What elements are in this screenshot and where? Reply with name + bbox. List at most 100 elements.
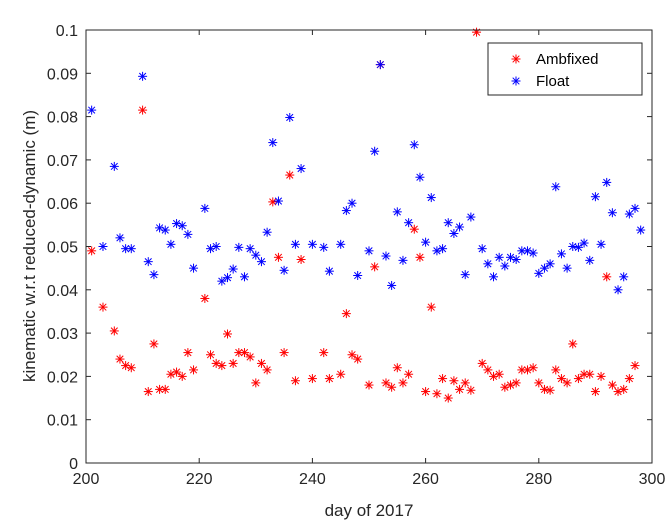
data-point-ambfixed xyxy=(98,302,108,312)
data-point-ambfixed xyxy=(319,348,329,358)
data-point-ambfixed xyxy=(279,348,289,358)
data-point-ambfixed xyxy=(115,354,125,364)
data-point-float xyxy=(415,172,425,182)
data-point-ambfixed xyxy=(602,272,612,282)
data-point-float xyxy=(126,244,136,254)
data-point-float xyxy=(307,239,317,249)
data-point-float xyxy=(296,164,306,174)
data-point-ambfixed xyxy=(285,170,295,180)
data-point-float xyxy=(381,251,391,261)
data-point-float xyxy=(636,225,646,235)
legend-marker-float xyxy=(511,76,521,86)
y-tick-label: 0.02 xyxy=(47,369,78,386)
data-point-float xyxy=(466,212,476,222)
y-tick-label: 0.05 xyxy=(47,240,78,257)
data-point-float xyxy=(607,208,617,218)
data-point-float xyxy=(228,264,238,274)
data-point-ambfixed xyxy=(239,348,249,358)
data-point-ambfixed xyxy=(483,365,493,375)
data-point-float xyxy=(336,239,346,249)
data-point-float xyxy=(256,257,266,267)
data-point-float xyxy=(619,272,629,282)
data-point-ambfixed xyxy=(109,326,119,336)
data-point-ambfixed xyxy=(262,365,272,375)
data-point-float xyxy=(115,233,125,243)
data-point-ambfixed xyxy=(256,358,266,368)
data-point-float xyxy=(426,193,436,203)
data-point-ambfixed xyxy=(590,387,600,397)
data-point-float xyxy=(245,244,255,254)
data-point-ambfixed xyxy=(466,385,476,395)
data-point-ambfixed xyxy=(290,376,300,386)
data-point-float xyxy=(370,146,380,156)
data-point-float xyxy=(353,271,363,281)
data-point-float xyxy=(87,105,97,115)
data-point-float xyxy=(223,273,232,283)
data-point-ambfixed xyxy=(472,27,482,37)
data-point-ambfixed xyxy=(324,374,334,384)
data-point-ambfixed xyxy=(573,374,583,384)
data-markers xyxy=(87,27,646,403)
data-point-float xyxy=(624,209,634,219)
data-point-ambfixed xyxy=(296,254,306,264)
data-point-ambfixed xyxy=(347,350,357,360)
data-point-float xyxy=(398,255,408,265)
data-point-ambfixed xyxy=(177,371,187,381)
data-point-float xyxy=(585,255,595,265)
data-point-float xyxy=(449,229,459,239)
data-point-ambfixed xyxy=(438,374,448,384)
x-tick-label: 260 xyxy=(412,471,439,488)
plot-frame xyxy=(85,29,653,464)
data-point-float xyxy=(98,242,108,251)
data-point-float xyxy=(551,182,561,192)
y-tick-label: 0.03 xyxy=(47,326,78,343)
data-point-float xyxy=(500,261,510,271)
data-point-float xyxy=(494,252,504,262)
data-point-ambfixed xyxy=(607,380,617,390)
data-point-float xyxy=(166,239,176,249)
data-point-float xyxy=(324,266,334,276)
data-point-float xyxy=(562,263,572,273)
data-point-float xyxy=(613,285,623,295)
data-point-ambfixed xyxy=(596,371,606,381)
y-tick-label: 0.07 xyxy=(47,153,78,170)
y-axis-label: kinematic w.r.t reduced-dynamic (m) xyxy=(20,110,39,382)
data-point-ambfixed xyxy=(268,197,278,207)
y-tick-label: 0.04 xyxy=(47,283,78,300)
data-point-ambfixed xyxy=(336,369,346,379)
data-point-ambfixed xyxy=(426,302,436,312)
x-tick-label: 300 xyxy=(639,471,666,488)
data-point-ambfixed xyxy=(370,262,380,272)
x-tick-label: 240 xyxy=(299,471,326,488)
x-tick-label: 200 xyxy=(73,471,100,488)
legend-box xyxy=(487,42,643,96)
data-point-float xyxy=(387,280,397,290)
y-tick-label: 0 xyxy=(69,456,78,473)
x-tick-label: 280 xyxy=(525,471,552,488)
data-point-ambfixed xyxy=(245,352,255,362)
data-point-float xyxy=(109,161,119,171)
data-point-ambfixed xyxy=(585,369,595,379)
data-point-float xyxy=(573,242,583,252)
data-point-ambfixed xyxy=(189,365,199,375)
data-point-ambfixed xyxy=(183,348,193,358)
data-point-ambfixed xyxy=(387,382,397,392)
data-point-float xyxy=(404,218,414,228)
data-point-float xyxy=(438,244,448,254)
y-tick-label: 0.01 xyxy=(47,413,78,430)
data-point-float xyxy=(596,239,606,249)
data-point-float xyxy=(477,244,487,254)
data-point-ambfixed xyxy=(477,358,487,368)
data-point-ambfixed xyxy=(206,350,216,360)
data-point-ambfixed xyxy=(624,374,634,384)
data-point-float xyxy=(189,263,199,273)
data-point-float xyxy=(268,138,278,148)
data-point-ambfixed xyxy=(200,293,210,303)
data-point-float xyxy=(443,218,453,228)
y-tick-label: 0.1 xyxy=(56,23,78,40)
legend-marker-icon xyxy=(511,76,521,86)
legend-marker-ambfixed xyxy=(511,54,521,64)
data-point-float xyxy=(217,276,227,286)
data-point-float xyxy=(528,248,538,258)
